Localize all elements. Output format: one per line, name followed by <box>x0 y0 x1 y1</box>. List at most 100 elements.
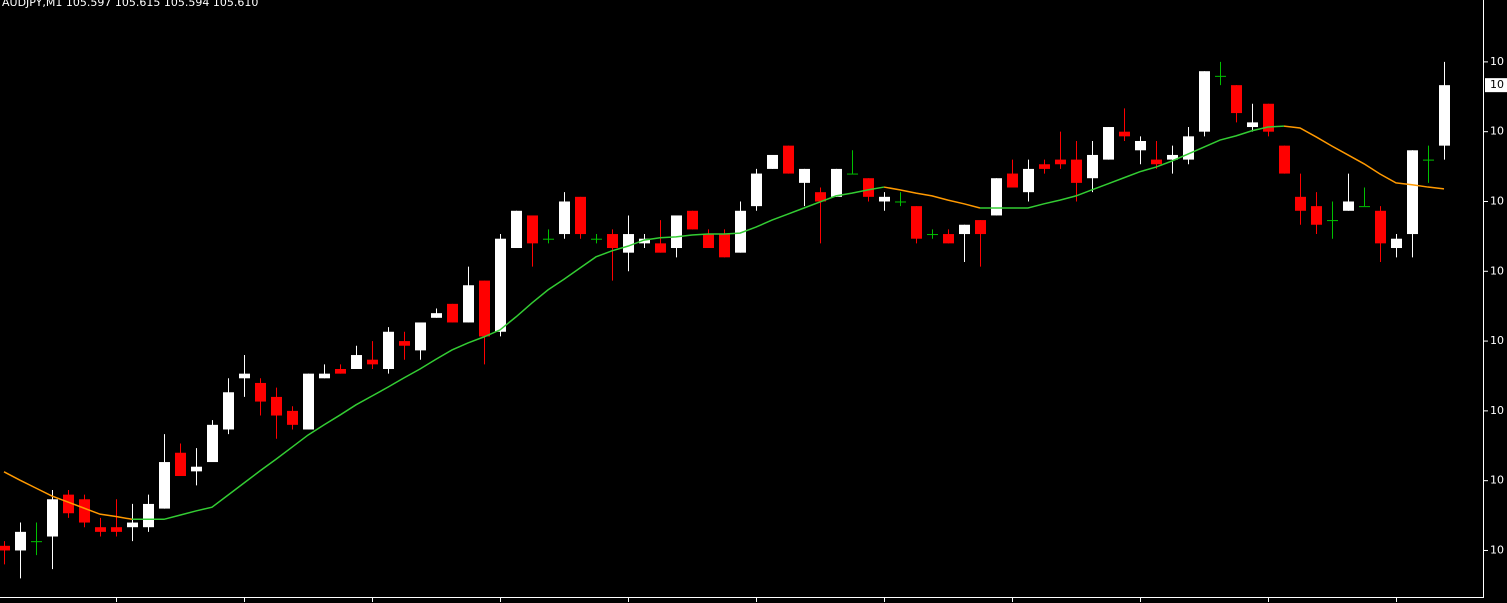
candle-body <box>351 355 362 369</box>
candle-body <box>367 359 378 365</box>
candle-body <box>1087 154 1098 179</box>
candle-body <box>319 373 330 379</box>
candle-body <box>799 168 810 183</box>
candle-body <box>1071 159 1082 183</box>
candle-body <box>767 154 778 169</box>
candle-body <box>575 196 586 235</box>
moving-average <box>980 125 1285 209</box>
moving-average <box>1283 125 1445 190</box>
candle-body <box>959 224 970 235</box>
y-tick-label: 10 <box>1490 125 1504 138</box>
candle-body <box>1119 131 1130 137</box>
candle-body <box>0 545 10 551</box>
candle-body <box>383 331 394 369</box>
candle-body <box>415 322 426 351</box>
candle-body <box>815 192 826 202</box>
candle-body <box>671 215 682 249</box>
candle-body <box>943 234 954 244</box>
candle-body <box>687 210 698 230</box>
candle-body <box>511 210 522 249</box>
candle-body <box>1039 164 1050 169</box>
candle-body <box>1151 159 1162 165</box>
candle-body <box>655 243 666 253</box>
candle-body <box>639 238 650 244</box>
moving-average <box>132 186 885 521</box>
y-tick-label: 10 <box>1490 404 1504 417</box>
candle-body <box>143 503 154 528</box>
y-tick-label: 10 <box>1490 474 1504 487</box>
candle-body <box>207 424 218 463</box>
candle-body <box>1311 206 1322 225</box>
candle-body <box>703 234 714 249</box>
candle-body <box>95 527 106 532</box>
candle-body <box>47 499 58 537</box>
candle-body <box>79 499 90 523</box>
candle-body <box>559 201 570 235</box>
candle-body <box>223 392 234 430</box>
y-tick-label: 10 <box>1490 264 1504 277</box>
candle-body <box>1407 150 1418 235</box>
y-tick-label: 10 <box>1490 334 1504 347</box>
chart-title: AUDJPY,M1 105.597 105.615 105.594 105.61… <box>2 0 258 9</box>
candle-body <box>527 215 538 244</box>
candle-body <box>239 373 250 379</box>
candle-body <box>1167 154 1178 160</box>
candle-body <box>975 220 986 235</box>
candle-body <box>1231 85 1242 114</box>
candle-body <box>63 494 74 514</box>
candle-body <box>1247 122 1258 128</box>
candle-body <box>399 341 410 346</box>
candle-body <box>1343 201 1354 211</box>
candle-body <box>735 210 746 253</box>
last-price-label: 10 <box>1490 78 1504 91</box>
y-tick-label: 10 <box>1490 543 1504 556</box>
candle-body <box>1279 145 1290 174</box>
candle-body <box>479 280 490 337</box>
candle-body <box>255 382 266 402</box>
y-tick-label: 10 <box>1490 55 1504 68</box>
candle-body <box>1055 159 1066 165</box>
candle-body <box>1103 127 1114 160</box>
candle-body <box>303 373 314 430</box>
candle-body <box>751 173 762 207</box>
candle-body <box>1183 136 1194 160</box>
candle-body <box>783 145 794 174</box>
candle-body <box>719 234 730 258</box>
candle-body <box>175 452 186 477</box>
candle-body <box>335 368 346 374</box>
candle-body <box>271 396 282 416</box>
candle-body <box>1135 140 1146 151</box>
candle-body <box>191 466 202 472</box>
candle-body <box>1391 238 1402 249</box>
candle-body <box>1199 71 1210 132</box>
candle-body <box>127 522 138 528</box>
candle-body <box>831 168 842 197</box>
candle-body <box>15 531 26 551</box>
candle-body <box>159 462 170 509</box>
candle-body <box>879 196 890 202</box>
candle-body <box>623 234 634 253</box>
candle-body <box>431 313 442 318</box>
candle-body <box>111 527 122 532</box>
candle-body <box>607 234 618 249</box>
candle-body <box>463 285 474 323</box>
moving-average <box>3 471 133 521</box>
candle-body <box>1263 103 1274 132</box>
candle-body <box>287 410 298 425</box>
candle-body <box>991 178 1002 216</box>
candle-body <box>1439 85 1450 146</box>
candle-body <box>495 238 506 332</box>
candle-body <box>1023 168 1034 193</box>
candle-body <box>1007 173 1018 188</box>
last-price-box <box>1485 78 1507 93</box>
moving-average <box>883 186 981 209</box>
candle-body <box>911 206 922 239</box>
candle-body <box>1295 196 1306 211</box>
candle-body <box>447 303 458 323</box>
candle-body <box>863 178 874 197</box>
candle-body <box>1375 210 1386 244</box>
y-tick-label: 10 <box>1490 194 1504 207</box>
